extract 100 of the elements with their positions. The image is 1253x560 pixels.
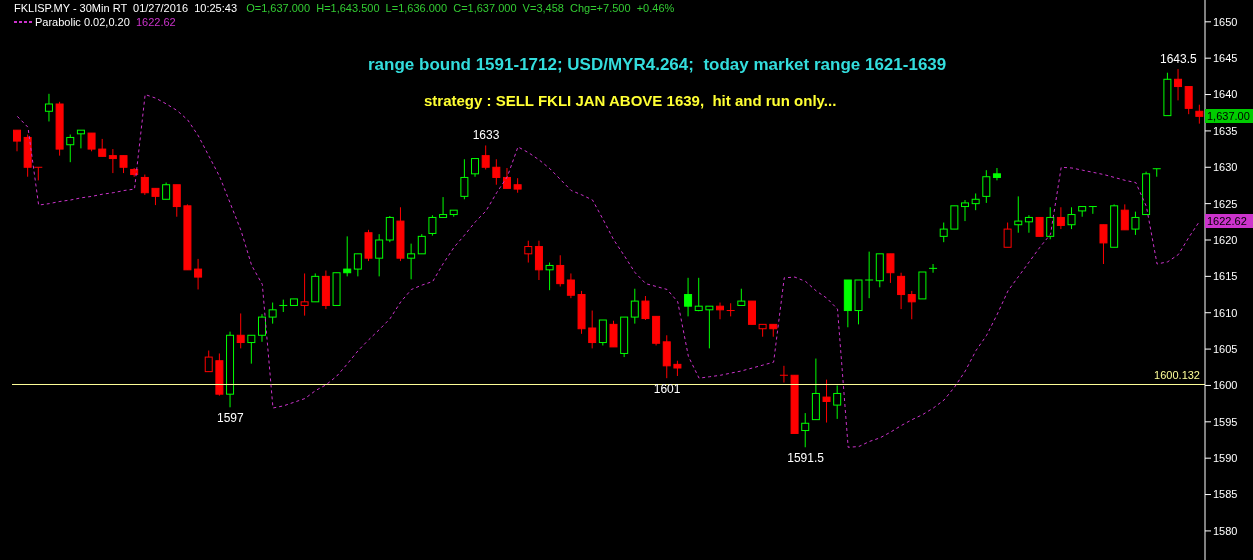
- candlestick: [1131, 211, 1140, 236]
- candlestick: [598, 319, 607, 346]
- annotation: 1591.5: [787, 450, 825, 465]
- candlestick: [300, 272, 309, 317]
- candlestick: [747, 300, 756, 325]
- candlestick: [460, 158, 469, 200]
- y-tick-label: 1610: [1213, 306, 1238, 319]
- y-tick-label: 1640: [1213, 88, 1238, 101]
- candlestick: [257, 313, 266, 343]
- annotation: 1622.62: [135, 16, 176, 28]
- candlestick: [268, 302, 277, 325]
- candlestick: [907, 290, 916, 320]
- candlestick: [1184, 86, 1193, 115]
- candlestick: [44, 93, 53, 122]
- candlestick: [353, 253, 362, 277]
- y-tick-label: 1630: [1213, 161, 1238, 174]
- candlestick: [247, 334, 256, 365]
- candlestick: [1152, 168, 1162, 178]
- candlestick: [534, 240, 543, 281]
- candlestick: [886, 253, 895, 284]
- y-tick-label: 1645: [1213, 52, 1238, 65]
- candlestick: [950, 205, 959, 230]
- candlestick: [864, 251, 874, 299]
- y-tick-label: 1615: [1213, 270, 1238, 283]
- candlestick: [108, 148, 117, 174]
- candlestick: [1003, 222, 1012, 248]
- candlestick: [822, 379, 831, 424]
- candlestick: [694, 277, 703, 312]
- candlestick: [1067, 206, 1076, 230]
- candlestick: [1195, 104, 1204, 125]
- candlestick: [630, 288, 639, 325]
- y-tick-label: 1635: [1213, 124, 1238, 137]
- candlestick: [939, 222, 948, 243]
- candlestick: [566, 272, 575, 299]
- y-tick-label: 1600: [1213, 379, 1238, 392]
- candlestick: [588, 310, 597, 349]
- annotation: range bound 1591-1712; USD/MYR4.264; today market range 1621-1639: [368, 55, 947, 75]
- candlestick: [236, 312, 245, 349]
- annotation: 1597: [217, 410, 245, 425]
- candlestick: [684, 277, 693, 317]
- candlestick: [1056, 206, 1065, 230]
- annotation: 1643.5: [1160, 52, 1198, 67]
- annotation: strategy : SELL FKLI JAN ABOVE 1639, hit and run only...: [424, 92, 837, 109]
- y-tick-label: 1605: [1213, 343, 1238, 355]
- candlestick: [556, 254, 565, 288]
- candlestick: [278, 299, 288, 313]
- candlestick: [1099, 224, 1108, 265]
- y-tick-label: 1650: [1213, 15, 1238, 28]
- candlestick: [545, 262, 554, 291]
- candlestick: [1046, 206, 1055, 240]
- candlestick: [1088, 206, 1098, 215]
- candlestick: [140, 174, 149, 196]
- annotation: 1633: [472, 128, 500, 143]
- candlestick: [66, 134, 75, 163]
- candlestick: [471, 158, 480, 178]
- candlestick: [928, 263, 938, 274]
- candlestick: [502, 167, 511, 189]
- annotation: 1601: [653, 381, 681, 396]
- candlestick: [439, 196, 448, 218]
- candlestick: [641, 295, 650, 321]
- candlestick: [417, 233, 426, 255]
- candlestick: [982, 169, 991, 204]
- candlestick: [961, 199, 970, 222]
- y-tick-label: 1620: [1213, 233, 1238, 246]
- candlestick: [779, 365, 789, 384]
- candlestick: [801, 412, 810, 448]
- candlestick: [194, 258, 203, 290]
- y-tick-label: 1580: [1213, 524, 1238, 537]
- candlestick: [1120, 203, 1129, 231]
- candlestick: [833, 384, 842, 420]
- candlestick: [662, 334, 671, 379]
- y-tick-label: 1585: [1213, 488, 1238, 501]
- candlestick: [524, 240, 533, 264]
- candlestick: [726, 302, 736, 317]
- candlestick: [13, 129, 21, 152]
- candlestick: [705, 305, 714, 349]
- ref-line-label: 1600.132: [1154, 369, 1200, 382]
- candlestick: [428, 214, 437, 237]
- candlestick: [33, 166, 43, 181]
- candlestick: [375, 233, 384, 277]
- candlestick: [1014, 195, 1023, 234]
- y-tick-label: 1595: [1213, 415, 1238, 428]
- text: 1,637.00: [1205, 109, 1253, 124]
- line-series: [16, 94, 1201, 448]
- candlestick: [897, 272, 906, 310]
- candlestick: [204, 350, 213, 373]
- candlestick: [87, 132, 96, 152]
- candlestick: [992, 167, 1001, 181]
- legend-label: Parabolic 0.02,0.20: [35, 16, 131, 28]
- candlestick: [407, 243, 416, 280]
- candlestick: [172, 184, 181, 218]
- candlestick: [1035, 216, 1044, 237]
- chart-subtitle: O=1,637.000 H=1,643.500 L=1,636.000 C=1,637.000 V=3,458 Chg=+7.500 +0.46%: [245, 2, 675, 14]
- y-tick-label: 1590: [1213, 452, 1238, 465]
- candlestick: [385, 215, 394, 243]
- candlestick: [1174, 68, 1183, 101]
- text: 1622.62: [1205, 214, 1253, 229]
- candlestick: [492, 158, 501, 186]
- y-tick-label: 1625: [1213, 197, 1238, 210]
- candlestick: [609, 320, 618, 348]
